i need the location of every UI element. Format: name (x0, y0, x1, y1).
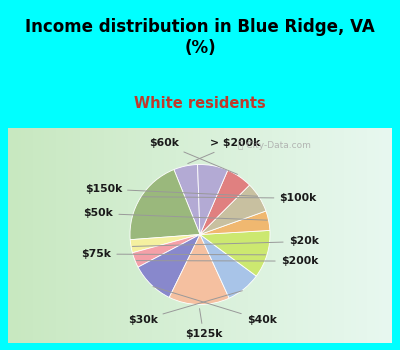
Text: > $200k: > $200k (188, 139, 260, 163)
Text: $40k: $40k (153, 287, 276, 325)
Text: $50k: $50k (84, 209, 267, 220)
Text: White residents: White residents (134, 96, 266, 111)
Wedge shape (138, 234, 200, 298)
Wedge shape (200, 170, 250, 234)
Text: ⓘ City-Data.com: ⓘ City-Data.com (238, 141, 311, 150)
Wedge shape (130, 234, 200, 253)
Text: $20k: $20k (132, 237, 318, 246)
Wedge shape (169, 234, 229, 304)
Wedge shape (174, 164, 200, 235)
Text: $200k: $200k (136, 256, 318, 266)
Wedge shape (200, 185, 266, 234)
Wedge shape (130, 169, 200, 240)
Text: $150k: $150k (85, 184, 258, 196)
Wedge shape (132, 234, 200, 267)
Text: $125k: $125k (185, 309, 222, 339)
Text: $60k: $60k (149, 139, 238, 174)
Text: $100k: $100k (142, 193, 317, 203)
Wedge shape (200, 230, 270, 276)
Wedge shape (198, 164, 228, 235)
Text: $75k: $75k (82, 249, 266, 259)
Wedge shape (200, 211, 270, 234)
Text: Income distribution in Blue Ridge, VA
(%): Income distribution in Blue Ridge, VA (%… (25, 18, 375, 57)
Text: $30k: $30k (128, 291, 242, 325)
Wedge shape (200, 234, 256, 298)
